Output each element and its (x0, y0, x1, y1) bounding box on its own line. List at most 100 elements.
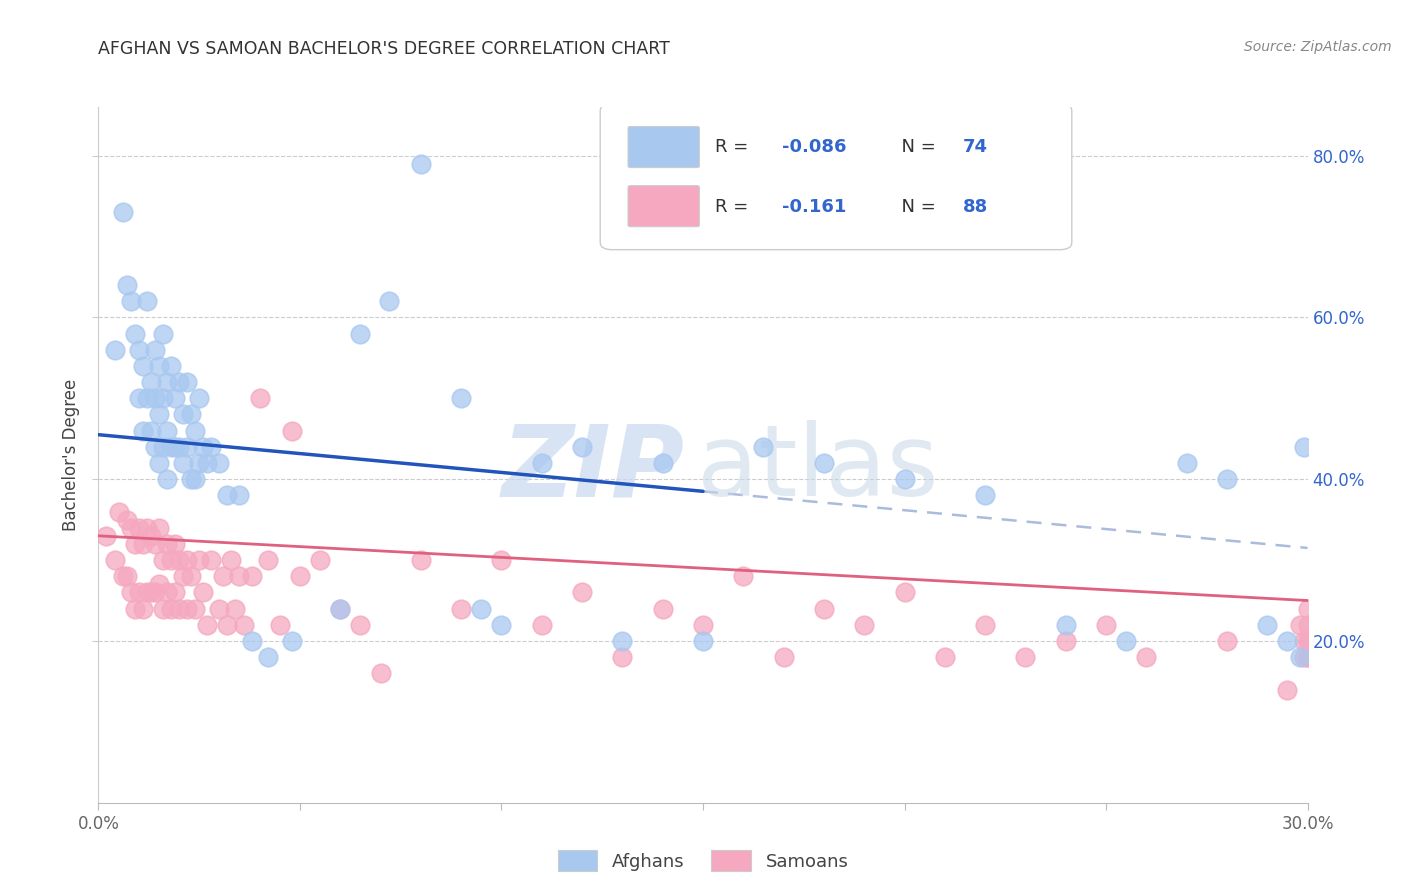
Text: -0.086: -0.086 (782, 137, 846, 156)
Point (156, 537, 179, 551)
Point (692, 617, 714, 632)
Point (1216, 634, 1239, 648)
Point (1292, 650, 1315, 665)
Point (208, 456, 231, 470)
Point (160, 553, 183, 567)
Point (180, 408, 202, 422)
Point (1296, 650, 1319, 665)
Point (217, 488, 239, 502)
Point (115, 569, 138, 583)
Point (853, 617, 876, 632)
Point (228, 569, 250, 583)
Point (571, 440, 593, 454)
Point (152, 440, 174, 454)
Point (115, 513, 138, 527)
Point (651, 601, 673, 615)
Point (160, 440, 183, 454)
Point (934, 650, 956, 665)
Point (156, 424, 179, 438)
Point (143, 537, 166, 551)
Point (128, 585, 150, 599)
Point (269, 617, 291, 632)
Point (176, 440, 198, 454)
Point (143, 392, 166, 406)
Point (152, 553, 174, 567)
Point (132, 359, 155, 373)
Point (200, 553, 222, 567)
Point (120, 521, 142, 535)
Point (256, 553, 278, 567)
Point (893, 472, 915, 486)
Point (281, 634, 304, 648)
Point (188, 456, 211, 470)
Point (1256, 617, 1278, 632)
Point (893, 585, 915, 599)
Point (139, 375, 162, 389)
Point (139, 529, 162, 543)
Point (172, 456, 194, 470)
Text: Source: ZipAtlas.com: Source: ZipAtlas.com (1244, 40, 1392, 54)
Point (256, 650, 278, 665)
Point (1296, 634, 1319, 648)
Point (651, 456, 673, 470)
FancyBboxPatch shape (628, 127, 699, 168)
Point (1296, 634, 1319, 648)
Point (349, 326, 371, 341)
Point (974, 617, 997, 632)
Point (733, 569, 755, 583)
Point (281, 424, 304, 438)
Point (132, 537, 155, 551)
Point (1054, 617, 1077, 632)
Point (1277, 682, 1299, 697)
Point (167, 375, 190, 389)
Point (148, 577, 170, 591)
Text: atlas: atlas (697, 420, 939, 517)
Text: 74: 74 (963, 137, 988, 156)
Point (139, 585, 162, 599)
Point (176, 553, 198, 567)
Point (172, 408, 194, 422)
Text: 88: 88 (963, 197, 988, 216)
Point (120, 294, 142, 309)
Point (813, 601, 835, 615)
Point (143, 585, 166, 599)
Point (1135, 650, 1157, 665)
Text: N =: N = (890, 197, 942, 216)
Point (1296, 601, 1319, 615)
Point (1288, 650, 1310, 665)
Point (349, 617, 371, 632)
Point (107, 504, 129, 518)
Point (148, 521, 170, 535)
Point (329, 601, 352, 615)
Point (1095, 617, 1118, 632)
Point (163, 537, 186, 551)
Point (132, 424, 155, 438)
Point (176, 375, 198, 389)
Text: AFGHAN VS SAMOAN BACHELOR'S DEGREE CORRELATION CHART: AFGHAN VS SAMOAN BACHELOR'S DEGREE CORRE… (98, 40, 671, 58)
Point (115, 278, 138, 293)
Point (124, 537, 146, 551)
Point (143, 343, 166, 357)
Point (152, 392, 174, 406)
Point (217, 617, 239, 632)
Point (184, 601, 207, 615)
Point (135, 585, 157, 599)
Point (184, 424, 207, 438)
Point (530, 456, 553, 470)
Text: R =: R = (716, 197, 759, 216)
Point (163, 585, 186, 599)
Point (309, 553, 332, 567)
Point (135, 294, 157, 309)
Point (1292, 634, 1315, 648)
Point (188, 553, 211, 567)
Point (232, 617, 254, 632)
Point (530, 617, 553, 632)
Point (612, 634, 634, 648)
Point (692, 634, 714, 648)
Point (176, 601, 198, 615)
Point (160, 601, 183, 615)
Point (135, 521, 157, 535)
Text: N =: N = (890, 137, 942, 156)
Point (152, 326, 174, 341)
Point (128, 392, 150, 406)
